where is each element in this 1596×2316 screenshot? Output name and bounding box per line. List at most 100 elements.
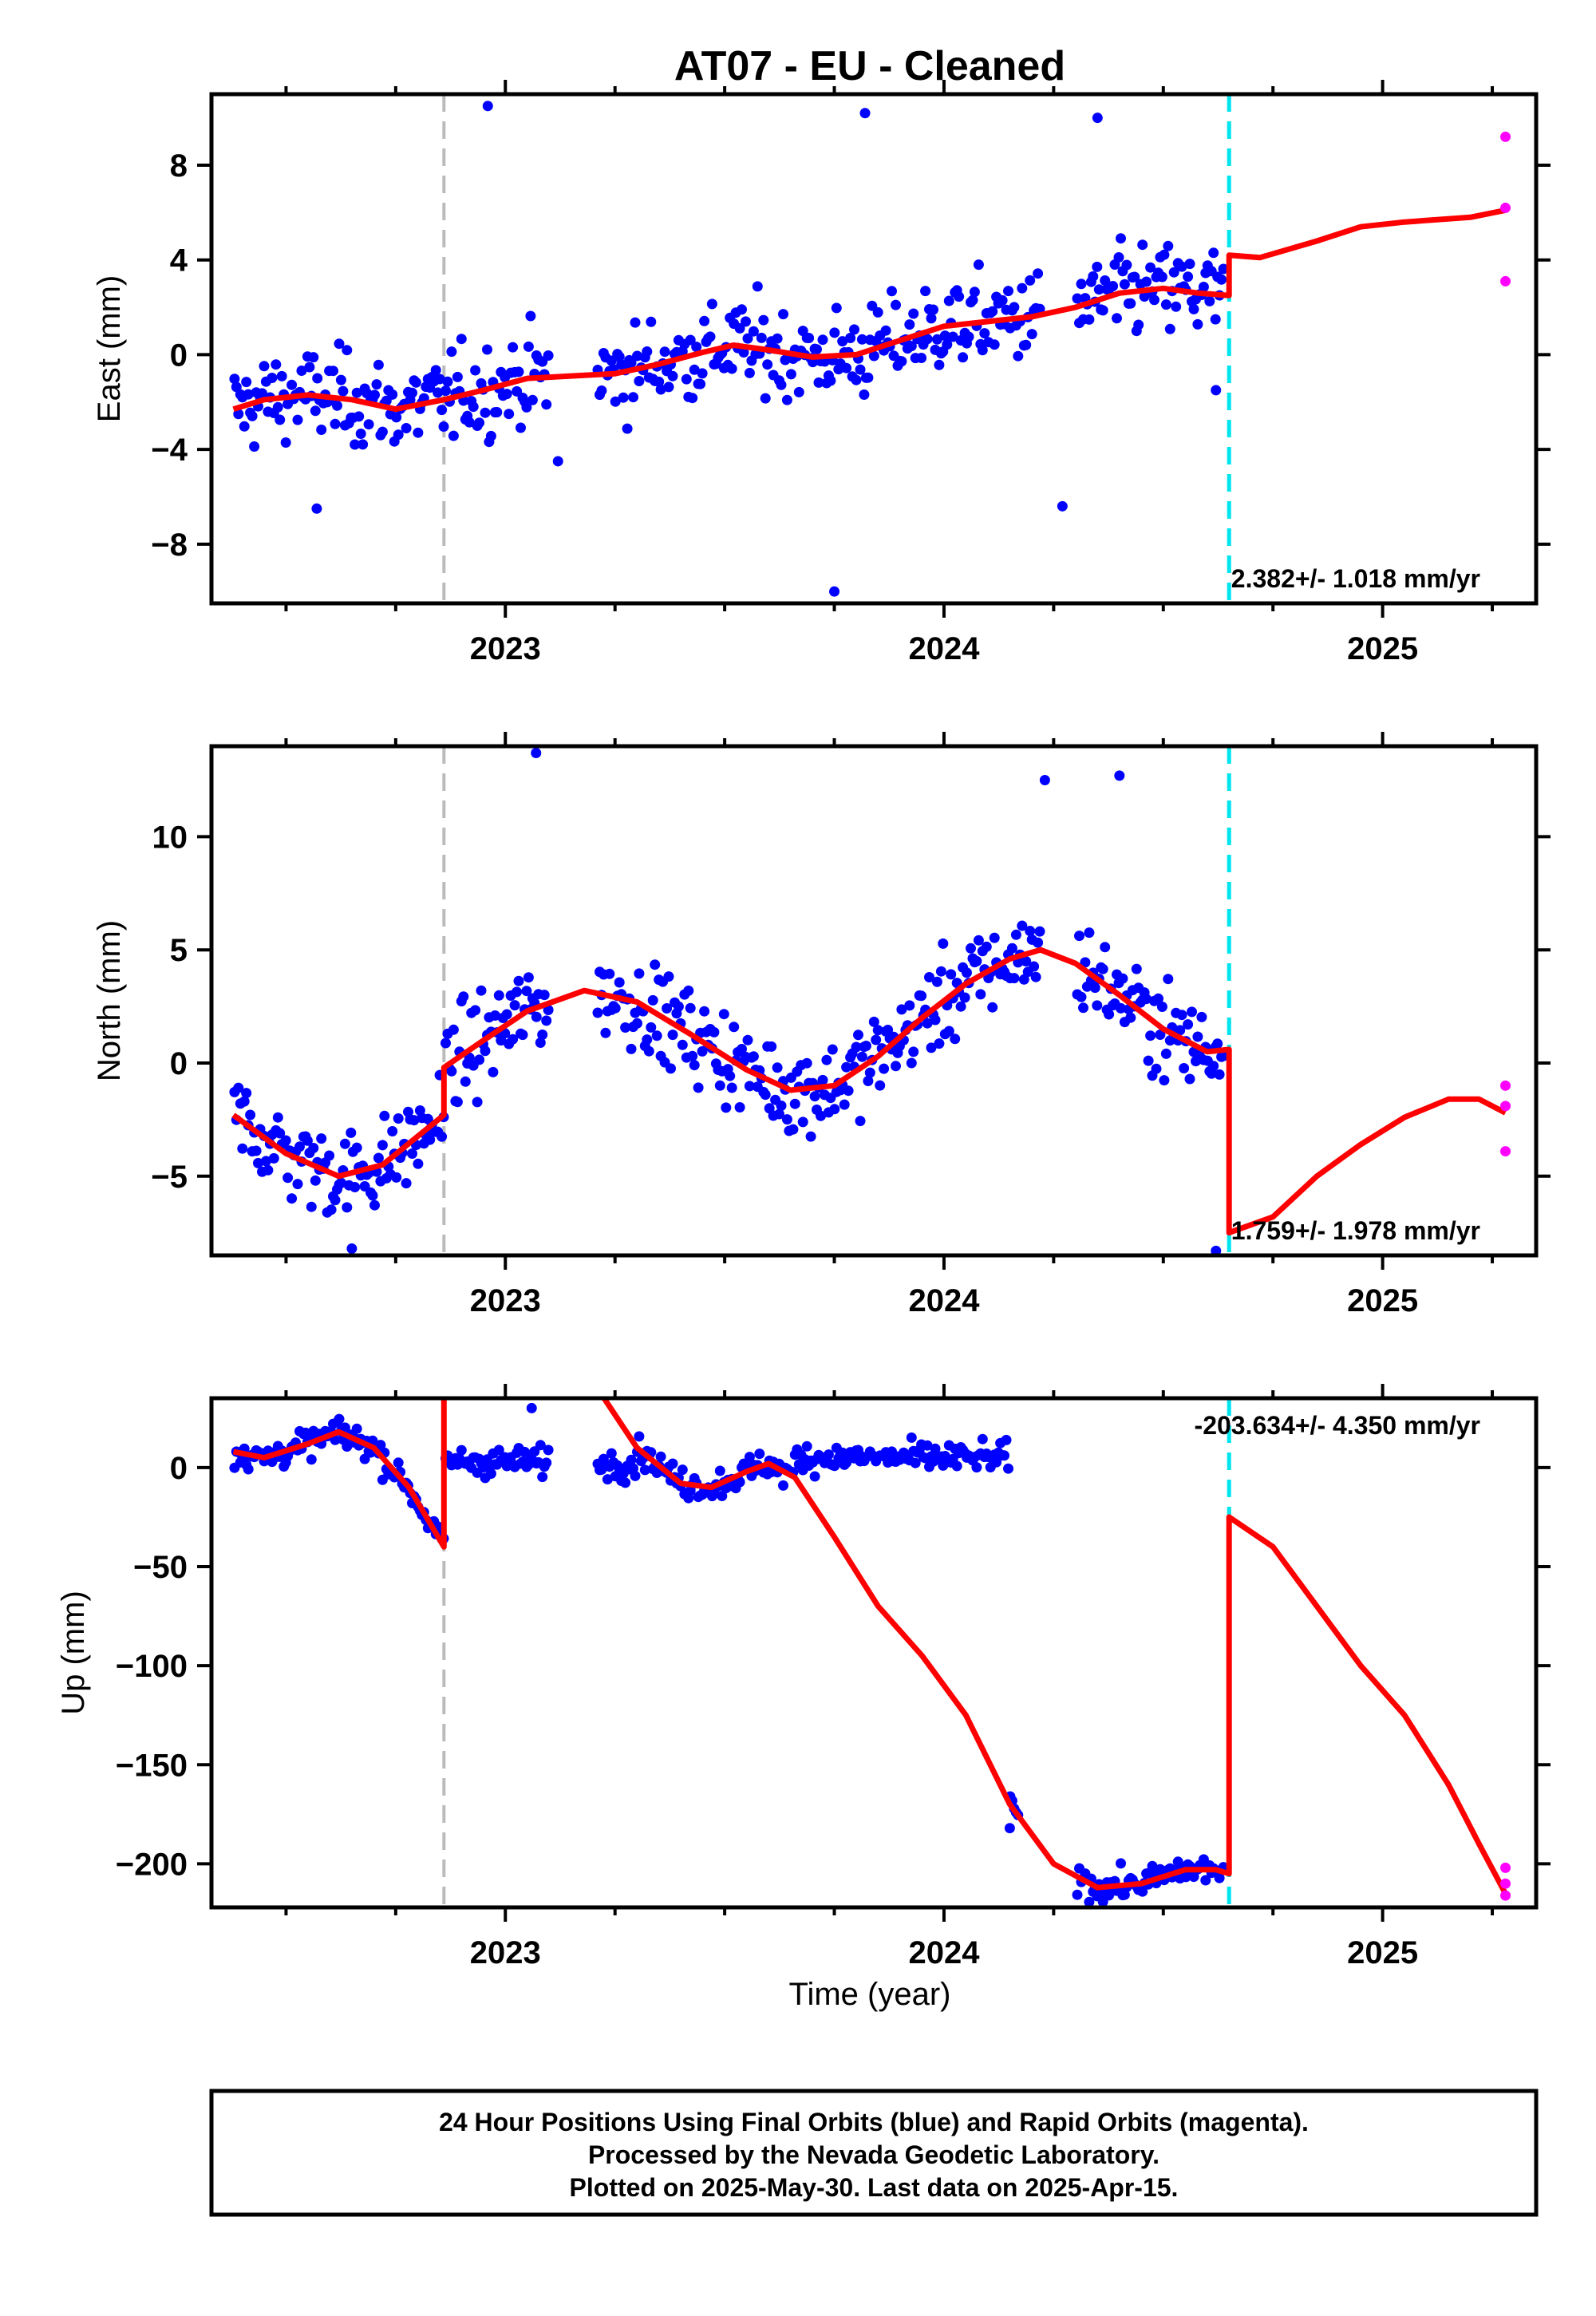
- data-point: [979, 328, 990, 339]
- data-point: [766, 1041, 777, 1052]
- data-point: [272, 401, 283, 413]
- data-point: [620, 1477, 631, 1488]
- data-point: [296, 366, 307, 376]
- data-point: [442, 376, 453, 387]
- data-point: [1074, 931, 1084, 942]
- outlier-point: [829, 586, 840, 597]
- data-point: [492, 407, 503, 417]
- data-point: [1192, 318, 1203, 330]
- data-point: [642, 1034, 653, 1045]
- data-point: [1080, 957, 1091, 968]
- data-point: [1171, 301, 1182, 312]
- data-point: [634, 1431, 645, 1442]
- data-point: [647, 994, 658, 1006]
- data-point: [748, 1051, 759, 1062]
- data-point: [650, 959, 661, 970]
- model-fit-line: [231, 947, 1507, 1236]
- data-point: [316, 1133, 327, 1144]
- data-point: [977, 345, 988, 356]
- data-point: [257, 388, 267, 399]
- data-point: [1179, 1063, 1190, 1073]
- data-point: [602, 1474, 613, 1485]
- data-point: [239, 1096, 250, 1107]
- data-point: [1212, 1038, 1223, 1049]
- data-point: [512, 986, 523, 998]
- data-point: [910, 1457, 921, 1468]
- data-point: [851, 374, 862, 385]
- data-point: [793, 386, 804, 397]
- rapid-orbit-point: [1500, 131, 1511, 142]
- data-point: [829, 327, 840, 338]
- data-point: [268, 1152, 279, 1164]
- data-point: [1026, 329, 1037, 340]
- data-point: [1009, 973, 1020, 984]
- data-point: [1147, 1860, 1158, 1871]
- data-point: [456, 1445, 467, 1456]
- data-point: [243, 1464, 254, 1475]
- data-point: [1113, 252, 1124, 263]
- data-point: [1097, 305, 1108, 316]
- plot-frame: [209, 744, 1539, 1258]
- data-point: [350, 439, 361, 450]
- data-point: [973, 259, 984, 271]
- data-point: [845, 333, 856, 343]
- data-point: [666, 1063, 676, 1074]
- outlier-point: [1211, 385, 1222, 396]
- data-point: [409, 1115, 420, 1126]
- data-point: [541, 1015, 552, 1026]
- data-point: [920, 286, 931, 297]
- data-point: [351, 1142, 362, 1153]
- data-point: [872, 1025, 883, 1036]
- data-point: [387, 389, 398, 400]
- data-point: [1156, 1002, 1167, 1012]
- y-tick-label: 10: [152, 820, 188, 855]
- data-point: [632, 350, 642, 362]
- y-tick-label: 4: [170, 243, 188, 279]
- data-point: [841, 362, 852, 373]
- data-point: [606, 1448, 617, 1459]
- data-point: [926, 1042, 937, 1053]
- data-point: [1145, 262, 1156, 273]
- y-tick-label: 5: [170, 933, 188, 968]
- data-point: [437, 1131, 448, 1142]
- data-point: [1200, 1875, 1211, 1886]
- data-point: [371, 379, 382, 390]
- data-point: [809, 1471, 820, 1482]
- data-point: [446, 346, 457, 358]
- data-point: [1176, 261, 1187, 272]
- data-point: [1084, 314, 1095, 325]
- outlier-point: [531, 748, 542, 759]
- data-point: [501, 1009, 512, 1020]
- data-point: [785, 369, 796, 380]
- data-point: [516, 422, 526, 433]
- data-point: [926, 313, 937, 324]
- data-point: [456, 334, 467, 345]
- data-point: [604, 968, 615, 979]
- data-point: [521, 986, 532, 997]
- data-point: [460, 1076, 471, 1087]
- data-point: [801, 1057, 812, 1069]
- data-point: [689, 364, 700, 375]
- data-point: [632, 1018, 642, 1029]
- velocity-label: 2.382+/- 1.018 mm/yr: [1231, 564, 1480, 593]
- data-point: [744, 367, 755, 378]
- data-point: [493, 990, 504, 1001]
- data-point: [805, 1131, 816, 1142]
- data-point: [930, 1014, 941, 1026]
- data-point: [1030, 971, 1041, 982]
- data-point: [823, 1449, 834, 1460]
- rapid-orbit-point: [1500, 1080, 1511, 1091]
- data-point: [962, 967, 972, 978]
- rapid-orbit-point: [1500, 1146, 1511, 1157]
- data-point: [1149, 294, 1159, 306]
- data-point: [263, 1164, 274, 1176]
- data-point: [934, 359, 945, 370]
- data-point: [821, 1054, 832, 1065]
- data-point: [639, 1464, 650, 1476]
- data-point: [407, 387, 417, 398]
- data-point: [537, 1472, 548, 1483]
- data-point: [871, 1034, 882, 1045]
- data-point: [1078, 1002, 1088, 1014]
- data-point: [896, 1004, 907, 1015]
- rapid-orbit-point: [1500, 202, 1511, 213]
